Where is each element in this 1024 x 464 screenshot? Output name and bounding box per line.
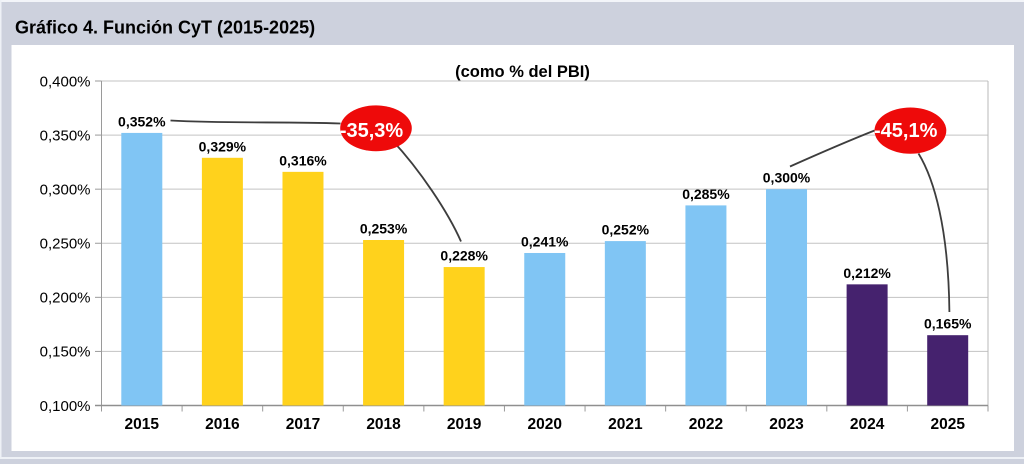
svg-text:2015: 2015 — [125, 416, 160, 433]
svg-text:0,300%: 0,300% — [40, 181, 91, 198]
svg-text:0,253%: 0,253% — [360, 221, 408, 237]
svg-text:0,285%: 0,285% — [682, 186, 730, 202]
svg-text:2023: 2023 — [769, 416, 804, 433]
svg-text:2017: 2017 — [286, 416, 320, 433]
svg-text:0,300%: 0,300% — [763, 170, 811, 186]
svg-text:0,165%: 0,165% — [924, 316, 972, 332]
svg-text:-35,3%: -35,3% — [340, 120, 404, 142]
svg-text:0,212%: 0,212% — [843, 265, 891, 281]
svg-text:0,228%: 0,228% — [440, 248, 488, 264]
svg-text:0,350%: 0,350% — [40, 127, 91, 144]
svg-text:2020: 2020 — [528, 416, 562, 433]
svg-text:2021: 2021 — [608, 416, 643, 433]
svg-text:0,352%: 0,352% — [118, 113, 166, 129]
svg-text:2016: 2016 — [205, 416, 240, 433]
svg-text:2018: 2018 — [366, 416, 401, 433]
svg-text:0,329%: 0,329% — [199, 138, 247, 154]
svg-text:(como % del PBI): (como % del PBI) — [455, 63, 590, 81]
svg-text:0,400%: 0,400% — [40, 73, 91, 90]
svg-text:2025: 2025 — [930, 416, 965, 433]
svg-text:-45,1%: -45,1% — [874, 120, 938, 142]
svg-text:2019: 2019 — [447, 416, 482, 433]
svg-text:0,250%: 0,250% — [40, 236, 91, 253]
svg-text:0,241%: 0,241% — [521, 233, 569, 249]
svg-text:Gráfico 4. Función CyT (2015-2: Gráfico 4. Función CyT (2015-2025) — [15, 18, 315, 38]
svg-text:0,316%: 0,316% — [279, 152, 327, 168]
svg-text:0,150%: 0,150% — [40, 344, 91, 361]
svg-text:0,252%: 0,252% — [602, 222, 650, 238]
svg-text:2024: 2024 — [850, 416, 885, 433]
svg-text:0,200%: 0,200% — [40, 290, 91, 307]
svg-text:2022: 2022 — [689, 416, 723, 433]
svg-text:0,100%: 0,100% — [40, 398, 91, 415]
